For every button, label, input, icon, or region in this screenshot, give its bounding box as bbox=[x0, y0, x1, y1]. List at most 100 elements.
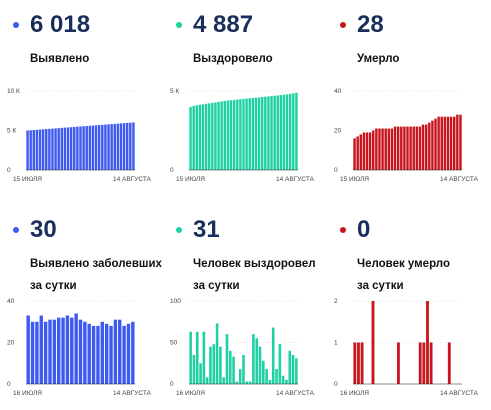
bar bbox=[26, 130, 29, 170]
bar bbox=[192, 105, 195, 170]
stat-panel: 4 887 Выздоровело 0 5 К 15 ИЮЛЯ 14 АВГУСТА bbox=[163, 0, 323, 205]
bar bbox=[41, 129, 45, 170]
y-tick-label: 50 bbox=[170, 340, 178, 347]
bar bbox=[209, 346, 212, 384]
bar bbox=[119, 123, 123, 170]
bar bbox=[452, 116, 456, 170]
bar bbox=[38, 129, 42, 170]
bar-chart: 0 5 К 15 ИЮЛЯ 14 АВГУСТА bbox=[170, 88, 315, 183]
bar bbox=[26, 315, 30, 384]
bar-chart: 0 1 2 16 ИЮЛЯ 14 АВГУСТА bbox=[334, 298, 479, 397]
color-dot bbox=[340, 227, 346, 233]
y-tick-label: 0 bbox=[334, 167, 338, 174]
bar bbox=[242, 354, 245, 384]
bar bbox=[265, 369, 268, 384]
bar bbox=[285, 94, 289, 170]
bar bbox=[60, 127, 64, 170]
bar bbox=[192, 354, 196, 384]
bar bbox=[57, 128, 60, 170]
y-tick-label: 10 К bbox=[7, 88, 20, 95]
bar bbox=[242, 98, 245, 170]
y-tick-label: 5 К bbox=[170, 88, 179, 95]
bar bbox=[215, 323, 219, 384]
bar bbox=[220, 101, 223, 170]
bar bbox=[431, 120, 434, 170]
bar bbox=[70, 317, 74, 384]
bar bbox=[275, 369, 278, 384]
bar bbox=[248, 381, 252, 384]
bar bbox=[113, 123, 116, 170]
x-tick-label: 14 АВГУСТА bbox=[113, 176, 152, 183]
bar bbox=[96, 325, 100, 384]
bar bbox=[356, 136, 359, 170]
bar bbox=[446, 116, 450, 170]
bar bbox=[104, 124, 107, 170]
bar bbox=[204, 103, 208, 170]
bar bbox=[447, 342, 451, 384]
stat-panel: 30 Выявлено заболевших за сутки 0 20 40 16 ИЮЛ… bbox=[0, 205, 162, 410]
bar bbox=[236, 99, 239, 170]
bar bbox=[100, 321, 105, 384]
bar bbox=[104, 323, 109, 384]
y-tick-label: 0 bbox=[170, 381, 174, 388]
bar bbox=[52, 319, 57, 384]
bar bbox=[122, 123, 126, 170]
bar bbox=[359, 134, 363, 170]
bar bbox=[118, 319, 122, 384]
bar bbox=[217, 101, 220, 170]
bar bbox=[396, 342, 400, 384]
bar bbox=[51, 128, 54, 170]
bar bbox=[449, 116, 453, 170]
bar bbox=[295, 92, 298, 170]
bar bbox=[228, 350, 232, 384]
bar bbox=[101, 124, 104, 170]
bar bbox=[281, 375, 285, 384]
bar bbox=[396, 126, 400, 170]
bar bbox=[426, 301, 429, 384]
bar bbox=[35, 129, 39, 170]
bar bbox=[110, 124, 113, 170]
bar bbox=[189, 106, 192, 170]
bar bbox=[205, 377, 209, 384]
bar bbox=[434, 118, 437, 170]
bar bbox=[30, 321, 35, 384]
bar bbox=[94, 125, 98, 170]
bar bbox=[91, 125, 95, 170]
bar bbox=[222, 377, 225, 384]
bar bbox=[418, 126, 422, 170]
x-tick-label: 16 ИЮЛЯ bbox=[13, 390, 42, 397]
y-tick-label: 0 bbox=[7, 381, 11, 388]
bar bbox=[353, 342, 357, 384]
bar bbox=[403, 126, 406, 170]
bar bbox=[258, 346, 262, 384]
bar bbox=[390, 128, 394, 170]
bar bbox=[73, 126, 76, 170]
bar bbox=[35, 321, 39, 384]
bar bbox=[107, 124, 110, 170]
bar-chart: 0 5 К 10 К 15 ИЮЛЯ 14 АВГУСТА bbox=[7, 88, 152, 183]
bar bbox=[459, 114, 462, 170]
bar bbox=[129, 122, 132, 170]
bar bbox=[87, 323, 91, 384]
y-tick-label: 0 bbox=[334, 381, 338, 388]
x-tick-label: 15 ИЮЛЯ bbox=[340, 176, 369, 183]
bar bbox=[65, 315, 70, 384]
y-tick-label: 20 bbox=[7, 340, 15, 347]
stat-label: за сутки bbox=[30, 280, 77, 292]
bar bbox=[91, 325, 96, 384]
stat-panel: 28 Умерло 0 20 40 15 ИЮЛЯ 14 АВГУСТА bbox=[327, 0, 487, 205]
bar bbox=[267, 96, 270, 170]
bar bbox=[245, 98, 248, 170]
bar bbox=[443, 116, 447, 170]
bar bbox=[288, 93, 292, 170]
bar bbox=[43, 321, 48, 384]
color-dot bbox=[176, 227, 182, 233]
bar bbox=[428, 122, 431, 170]
y-tick-label: 2 bbox=[334, 298, 338, 305]
bar bbox=[362, 132, 366, 170]
bar bbox=[357, 342, 360, 384]
stat-label: Человек выздоровел bbox=[193, 258, 316, 270]
bar bbox=[251, 97, 255, 170]
bar bbox=[226, 100, 230, 170]
bar bbox=[229, 100, 233, 170]
